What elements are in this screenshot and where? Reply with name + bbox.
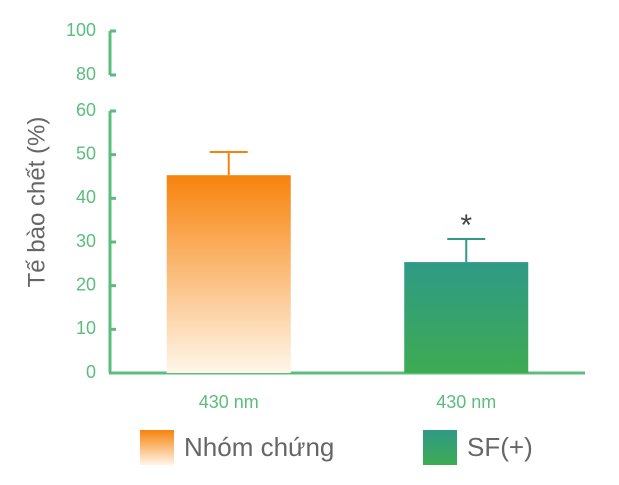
y-tick-label: 80 xyxy=(76,64,96,84)
legend-label: SF(+) xyxy=(467,432,533,462)
y-tick-label: 10 xyxy=(76,318,96,338)
y-tick-label: 50 xyxy=(76,143,96,163)
legend-swatch xyxy=(140,430,174,465)
legend-swatch xyxy=(423,430,457,465)
y-tick-label: 100 xyxy=(66,20,96,40)
y-tick-label: 60 xyxy=(76,100,96,120)
bar xyxy=(166,175,291,373)
y-tick-label: 20 xyxy=(76,274,96,294)
annotation: * xyxy=(460,209,472,242)
x-tick-label: 430 nm xyxy=(199,392,259,412)
y-tick-label: 0 xyxy=(86,362,96,382)
bar xyxy=(404,262,529,373)
y-axis-label: Tế bào chết (%) xyxy=(23,117,50,288)
x-tick-label: 430 nm xyxy=(436,392,496,412)
y-tick-label: 30 xyxy=(76,231,96,251)
legend-label: Nhóm chứng xyxy=(184,432,334,462)
y-tick-label: 40 xyxy=(76,187,96,207)
